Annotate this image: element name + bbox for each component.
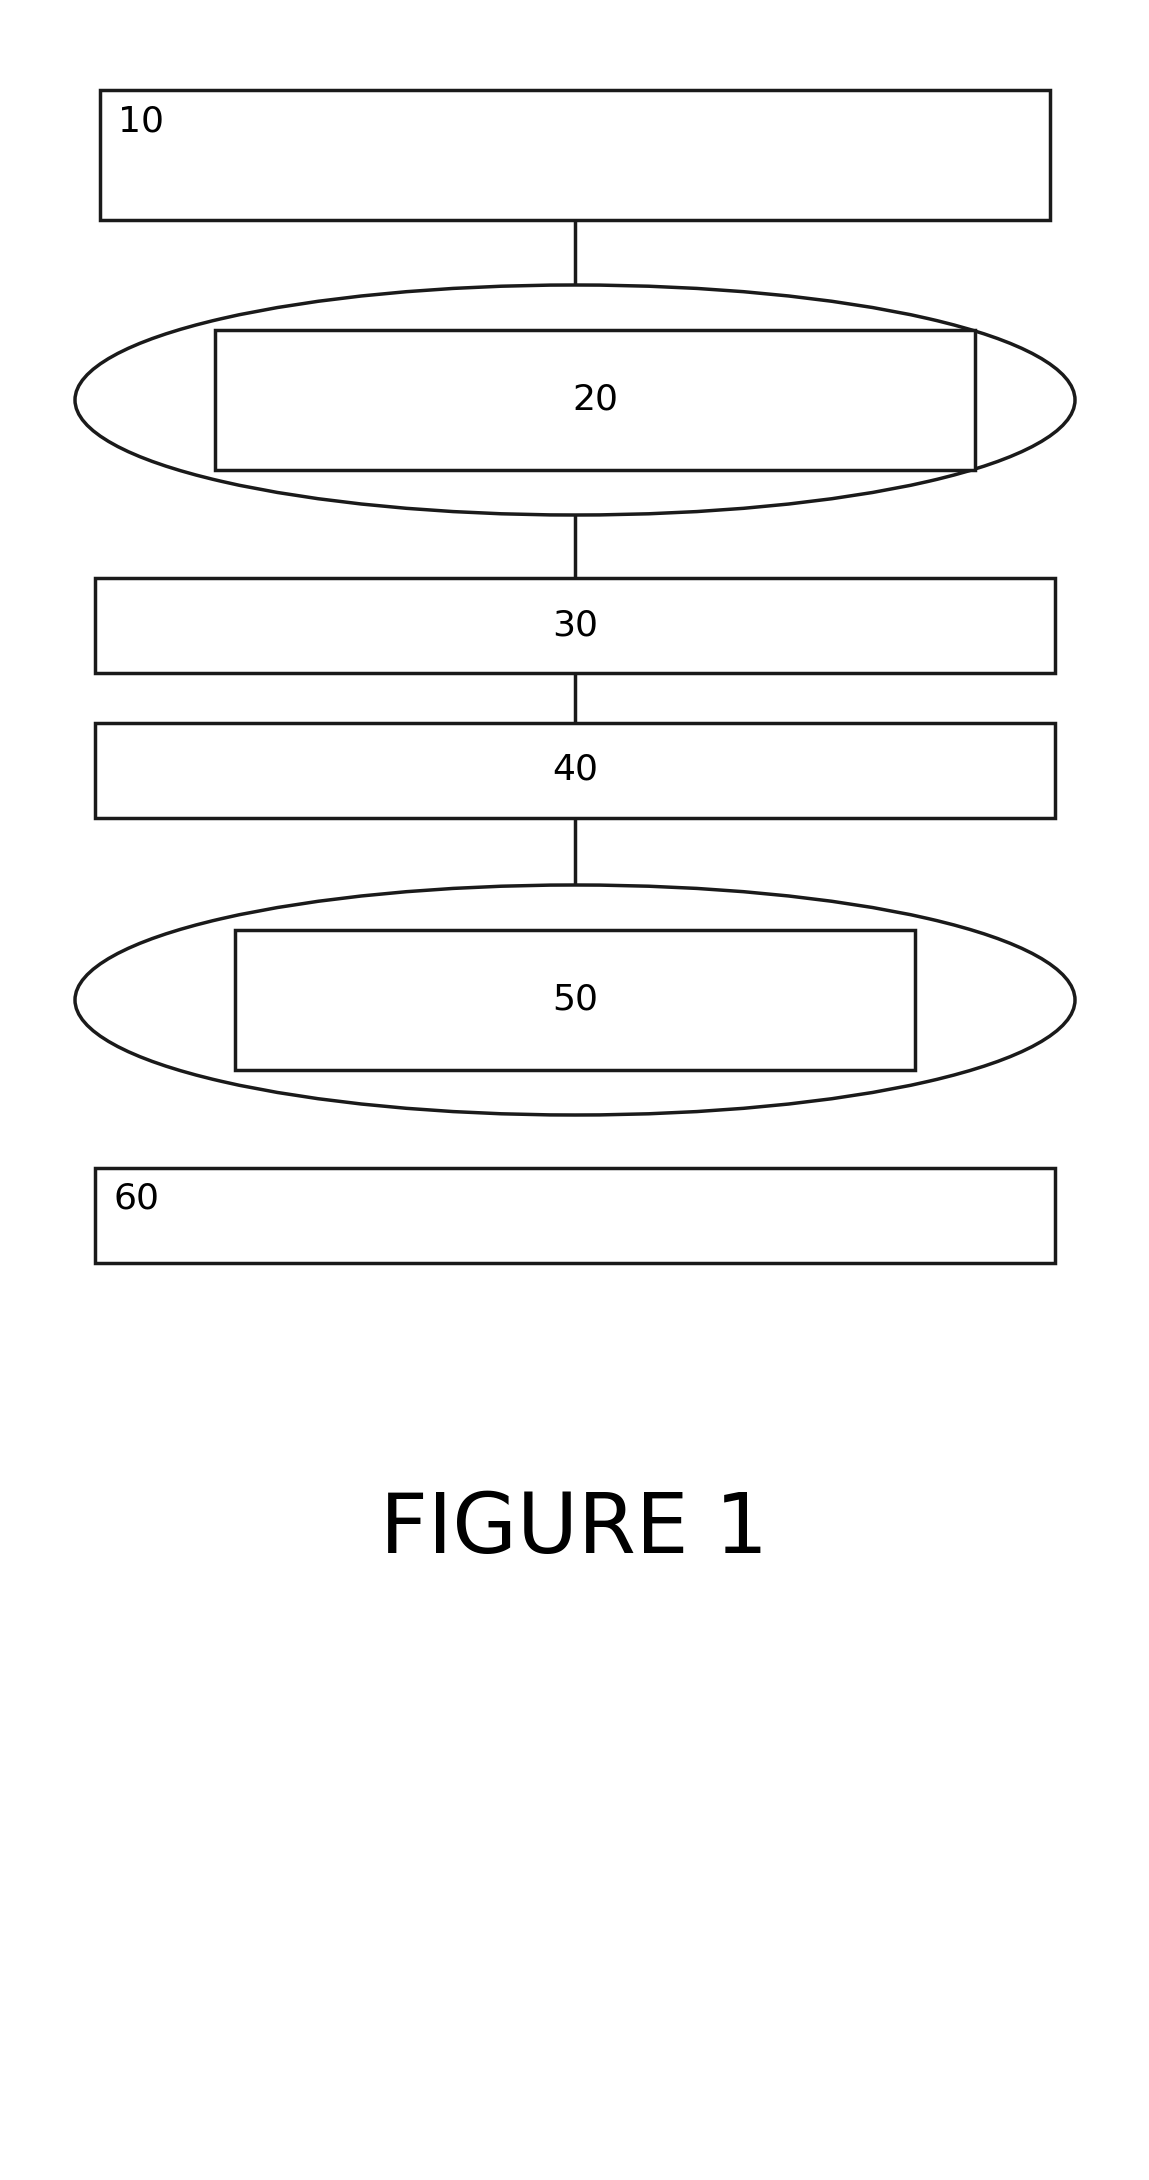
Bar (215, 329, 976, 471)
Ellipse shape (75, 286, 1075, 514)
Bar (100, 89, 1050, 220)
Text: 20: 20 (572, 384, 618, 416)
Ellipse shape (75, 885, 1075, 1114)
Text: 10: 10 (118, 105, 164, 137)
Bar (95, 722, 1055, 818)
Bar (95, 578, 1055, 671)
Text: 40: 40 (552, 752, 597, 787)
Bar (95, 1168, 1055, 1262)
Text: 30: 30 (552, 608, 597, 641)
Text: FIGURE 1: FIGURE 1 (380, 1489, 769, 1570)
Text: 50: 50 (552, 983, 597, 1018)
Text: 60: 60 (113, 1182, 159, 1216)
Bar (236, 931, 915, 1070)
